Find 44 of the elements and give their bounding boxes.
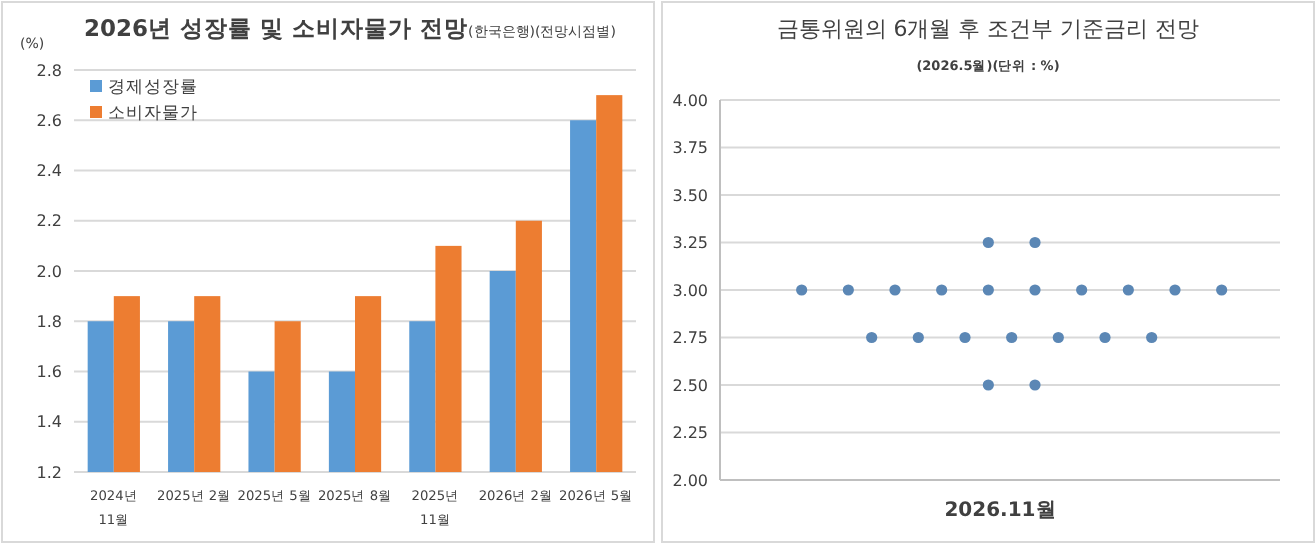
point xyxy=(1029,379,1041,391)
y-tick-label: 2.8 xyxy=(36,61,62,80)
point xyxy=(1146,331,1158,344)
y-tick-label: 3.50 xyxy=(672,186,708,205)
y-tick-label: 3.75 xyxy=(672,139,708,158)
point xyxy=(1169,284,1181,296)
point xyxy=(982,236,994,249)
y-tick-label: 2.75 xyxy=(672,329,708,348)
point xyxy=(1216,284,1228,296)
point xyxy=(796,284,808,296)
y-tick-label: 2.25 xyxy=(672,424,708,443)
point xyxy=(959,331,971,344)
point xyxy=(1029,236,1041,249)
point xyxy=(1076,284,1088,296)
y-tick-label: 2.6 xyxy=(36,111,62,130)
y-tick-label: 3.25 xyxy=(672,234,708,253)
y-tick-label: 4.00 xyxy=(672,91,708,110)
y-tick-label: 3.00 xyxy=(672,281,708,300)
legend-label: 경제성장률 xyxy=(108,77,198,98)
point xyxy=(866,331,878,344)
point xyxy=(1029,284,1041,296)
y-tick-label: 2.50 xyxy=(672,376,708,395)
y-tick-label: 1.4 xyxy=(36,413,62,432)
point xyxy=(842,284,854,296)
point xyxy=(936,284,948,296)
legend-label: 소비자물가 xyxy=(108,103,198,124)
chart-title: 금통위원의 6개월 후 조건부 기준금리 전망 xyxy=(776,16,1200,42)
point xyxy=(1122,284,1134,296)
y-tick-label: 1.2 xyxy=(36,463,62,482)
point xyxy=(1006,331,1018,344)
point xyxy=(889,284,901,296)
point xyxy=(1099,331,1111,344)
y-tick-label: 1.6 xyxy=(36,363,62,382)
y-tick-label: 2.4 xyxy=(36,162,62,181)
point xyxy=(912,331,924,344)
y-tick-label: 2.2 xyxy=(36,212,62,231)
point xyxy=(982,284,994,296)
x-axis-title: 2026.11월 xyxy=(944,500,1056,522)
y-tick-label: 2.00 xyxy=(672,471,708,490)
point xyxy=(982,379,994,391)
chart-title: 2026년 성장률 및 소비자물가 전망 xyxy=(84,14,469,42)
point xyxy=(1052,331,1064,344)
y-tick-label: 2.0 xyxy=(36,262,62,281)
y-tick-label: 1.8 xyxy=(36,312,62,331)
